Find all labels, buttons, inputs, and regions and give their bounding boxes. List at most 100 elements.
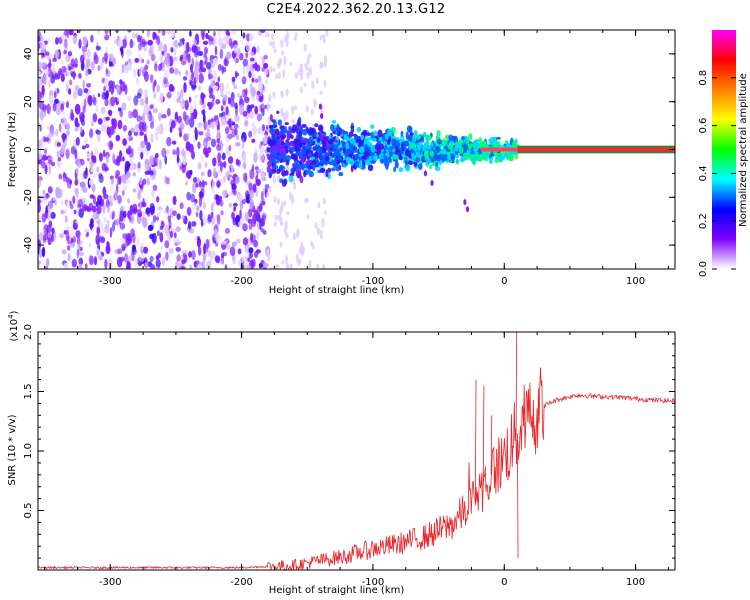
heatmap-cell [319,90,323,96]
heatmap-cell [293,182,297,190]
heatmap-cell [92,96,97,106]
heatmap-cell [181,259,186,265]
heatmap-cell [143,133,147,143]
heatmap-cell [167,211,171,217]
heatmap-cell [273,221,277,228]
heatmap-cell [207,119,211,125]
heatmap-cell [198,131,204,136]
heatmap-cell [64,215,68,223]
heatmap-cell [222,192,226,198]
heatmap-cell [495,136,501,140]
heatmap-cell [306,56,310,66]
heatmap-cell [461,136,465,141]
heatmap-cell [263,134,268,145]
line-frame [37,331,676,571]
heatmap-cell [311,80,315,90]
heatmap-cell [478,137,482,143]
heatmap-cell [209,87,214,96]
heatmap-cell [207,213,211,220]
heatmap-cell [237,248,242,255]
heatmap-cell [174,265,179,269]
heatmap-cell [242,64,246,75]
heatmap-cell [147,39,153,46]
heatmap-cell [231,211,235,220]
heatmap-cell [93,256,98,266]
heatmap-cell [273,48,277,54]
heatmap-cell [176,146,180,158]
heatmap-cell [72,90,78,99]
heatmap-cell [170,47,174,53]
heatmap-cell [429,150,435,157]
heatmap-cell [331,120,337,124]
heatmap-cell [62,132,66,144]
heatmap-cell [182,37,185,46]
heatmap-cell [103,86,106,91]
heatmap-cell [132,108,138,119]
heatmap-cell [125,171,131,178]
heatmap-cell [279,164,284,172]
heatmap-cell [189,170,193,175]
page-title: C2E4.2022.362.20.13.G12 [266,2,446,17]
heatmap-cell [49,128,55,138]
heatmap-cell [270,147,275,153]
heatmap-cell [149,121,155,129]
heatmap-cell [345,137,350,142]
heatmap-cell [48,164,51,176]
heatmap-cell [428,164,433,170]
heatmap-cell [197,50,204,57]
heatmap-cell [310,108,314,116]
y-axis-multiplier: (x104) [7,310,20,341]
heatmap-cell [93,51,98,61]
heatmap-cell [41,62,46,67]
heatmap-cell [156,196,160,203]
x-tick-label: 0 [501,276,507,287]
heatmap-cell [316,137,321,143]
heatmap-cell [310,150,314,155]
heatmap-cell [108,194,113,204]
heatmap-cell [220,161,223,172]
heatmap-cell [418,162,423,171]
heatmap-cell [193,39,197,45]
heatmap-cell [435,153,441,159]
y-tick-label: -40 [23,237,34,253]
heatmap-cell [163,77,168,85]
heatmap-cell [202,40,209,45]
heatmap-cell [305,105,309,113]
heatmap-cell [65,176,69,183]
heatmap-cell [190,113,195,121]
heatmap-cell [127,210,131,219]
heatmap-cell [79,246,83,252]
heatmap-cell [223,58,229,67]
heatmap-cell [273,165,279,169]
heatmap-cell [186,132,190,138]
heatmap-cell [277,72,281,80]
heatmap-cell [44,68,49,77]
heatmap-cell [384,155,388,163]
heatmap-cell [282,111,286,119]
heatmap-cell [90,34,94,43]
heatmap-cell [280,201,284,212]
heatmap-cell [72,195,76,205]
heatmap-cell [169,67,175,74]
heatmap-cell [225,90,231,95]
heatmap-cell [227,133,233,140]
snr-spike [482,385,485,486]
heatmap-cell [131,244,136,252]
heatmap-cell [38,139,43,149]
heatmap-cell [250,218,257,228]
heatmap-cell [150,133,154,144]
heatmap-cell [232,259,237,265]
heatmap-cell [200,171,205,177]
heatmap-cell [274,152,278,158]
heatmap-cell [38,214,41,222]
heatmap-cell [366,141,373,146]
heatmap-cell [258,262,263,269]
heatmap-cell [153,156,158,167]
heatmap-cell [172,195,177,206]
heatmap-cell [38,248,43,258]
heatmap-cell [38,30,41,37]
heatmap-cell [204,161,208,168]
heatmap-cell [88,242,92,248]
heatmap-cell [73,209,77,215]
